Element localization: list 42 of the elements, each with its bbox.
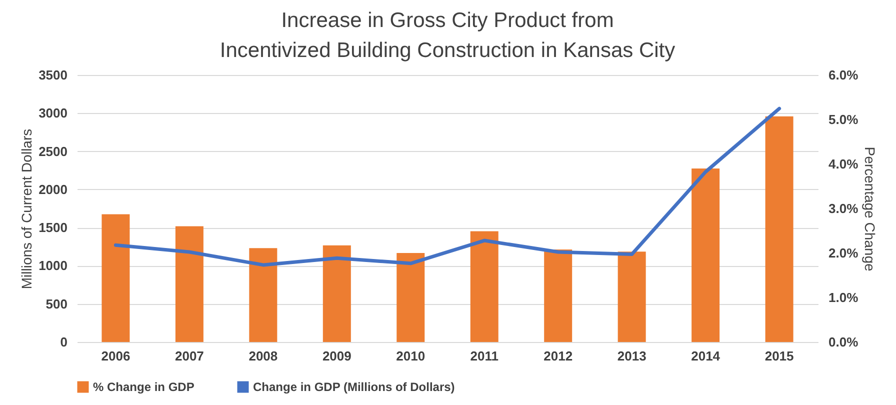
y2-tick-label: 2.0% (828, 246, 859, 260)
y-tick-label: 2500 (38, 144, 68, 159)
bar (618, 252, 646, 342)
y-tick-label: 2000 (38, 182, 68, 197)
y2-tick-label: 3.0% (828, 201, 859, 216)
y2-tick-label: 0.0% (828, 334, 859, 350)
bar (470, 231, 498, 342)
y-tick-label: 1000 (38, 258, 68, 274)
legend-label: % Change in GDP (93, 380, 194, 394)
y2-tick-label: 6.0% (828, 68, 859, 82)
x-tick-label: 2014 (691, 348, 721, 364)
bar (322, 245, 351, 342)
bar (249, 248, 278, 342)
line-series (114, 106, 782, 267)
y2-tick-label: 5.0% (828, 112, 859, 127)
y2-axis-title: Percentage Change (862, 146, 878, 272)
y-tick-label: 500 (46, 296, 68, 312)
text: Incentivized Building Construction in Kansas City (220, 39, 676, 62)
y-tick-label: 0 (60, 334, 68, 350)
x-tick-label: 2015 (764, 348, 794, 364)
x-tick-label: 2013 (617, 348, 646, 364)
text: Increase in Gross City Product from (281, 9, 614, 32)
bar (692, 168, 720, 342)
bar (396, 253, 425, 342)
x-tick-label: 2010 (396, 348, 426, 364)
y-tick-label: 3000 (38, 106, 68, 121)
bar (765, 116, 794, 342)
x-tick-label: 2009 (322, 348, 352, 364)
bar (102, 214, 130, 342)
x-tick-label: 2012 (544, 348, 573, 364)
x-tick-label: 2011 (470, 348, 498, 364)
x-tick-label: 2007 (174, 348, 204, 364)
bar (175, 226, 204, 342)
y2-tick-label: 4.0% (828, 156, 859, 172)
x-tick-label: 2006 (101, 348, 130, 364)
y-axis-title: Millions of Current Dollars (18, 128, 35, 290)
x-tick-label: 2008 (248, 348, 278, 364)
y-tick-label: 3500 (38, 68, 68, 82)
y-tick-label: 1500 (38, 220, 68, 236)
bar (544, 249, 572, 342)
legend-label: Change in GDP (Millions of Dollars) (253, 380, 455, 394)
y2-tick-label: 1.0% (828, 290, 859, 305)
